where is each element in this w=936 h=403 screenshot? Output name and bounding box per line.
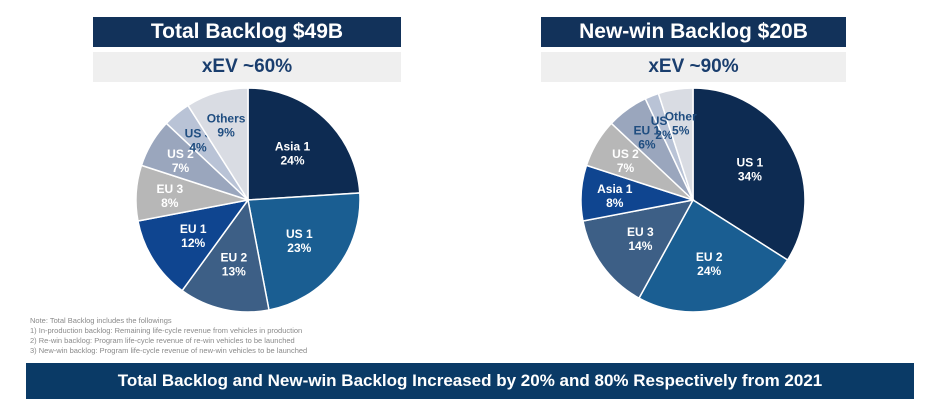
total-backlog-xev-subtitle: xEV ~60% bbox=[93, 52, 401, 82]
summary-banner: Total Backlog and New-win Backlog Increa… bbox=[26, 363, 914, 399]
newwin-label-eu-3: EU 3 bbox=[627, 225, 654, 239]
total-slice-asia-1 bbox=[247, 87, 361, 201]
total-backlog-title: Total Backlog $49B bbox=[93, 17, 401, 47]
total-label-eu-1: EU 1 bbox=[180, 222, 207, 236]
total-slice-eu-1 bbox=[137, 198, 250, 292]
newwin-label-eu-1: EU 1 bbox=[634, 124, 661, 138]
total-label-others: Others bbox=[207, 112, 246, 126]
total-label-eu-2: EU 2 bbox=[220, 250, 247, 264]
newwin-slice-other bbox=[657, 87, 694, 201]
total-value-us-3: 4% bbox=[189, 141, 207, 155]
total-value-us-1: 23% bbox=[287, 241, 311, 255]
newwin-value-asia-1: 8% bbox=[606, 196, 624, 210]
newwin-slice-eu-3 bbox=[582, 198, 695, 300]
total-value-eu-1: 12% bbox=[181, 236, 205, 250]
total-label-us-1: US 1 bbox=[286, 227, 313, 241]
total-slice-us-1 bbox=[247, 192, 361, 311]
newwin-label-other: Other bbox=[665, 110, 697, 124]
total-value-others: 9% bbox=[217, 126, 235, 140]
newwin-value-eu-2: 24% bbox=[697, 264, 721, 278]
total-label-asia-1: Asia 1 bbox=[275, 140, 311, 154]
note-line-3: 2) Re-win backlog: Program life-cycle re… bbox=[30, 336, 295, 345]
note-line-4: 3) New-win backlog: Program life-cycle r… bbox=[30, 346, 308, 355]
newwin-label-asia-1: Asia 1 bbox=[597, 182, 633, 196]
newwin-label-eu-2: EU 2 bbox=[696, 250, 723, 264]
total-value-eu-3: 8% bbox=[161, 196, 179, 210]
total-value-asia-1: 24% bbox=[280, 154, 304, 168]
backlog-notes: Note: Total Backlog includes the followi… bbox=[30, 316, 307, 356]
newwin-value-us-3: 2% bbox=[655, 128, 673, 142]
newwin-label-us-2: US 2 bbox=[612, 147, 639, 161]
newwin-value-other: 5% bbox=[672, 124, 690, 138]
newwin-label-us-1: US 1 bbox=[737, 156, 764, 170]
total-label-eu-3: EU 3 bbox=[156, 182, 183, 196]
newwin-value-us-2: 7% bbox=[617, 161, 635, 175]
total-slice-others bbox=[186, 87, 249, 203]
note-line-1: Note: Total Backlog includes the followi… bbox=[30, 316, 172, 325]
newwin-slice-eu-2 bbox=[638, 198, 789, 313]
total-value-eu-2: 13% bbox=[222, 264, 246, 278]
newwin-value-eu-3: 14% bbox=[628, 239, 652, 253]
note-line-2: 1) In-production backlog: Remaining life… bbox=[30, 326, 303, 335]
newwin-value-eu-1: 6% bbox=[638, 138, 656, 152]
newwin-backlog-xev-subtitle: xEV ~90% bbox=[541, 52, 846, 82]
total-slice-eu-2 bbox=[181, 198, 270, 313]
newwin-value-us-1: 34% bbox=[738, 170, 762, 184]
total-value-us-2: 7% bbox=[172, 161, 190, 175]
newwin-backlog-title: New-win Backlog $20B bbox=[541, 17, 846, 47]
total-label-us-2: US 2 bbox=[167, 147, 194, 161]
